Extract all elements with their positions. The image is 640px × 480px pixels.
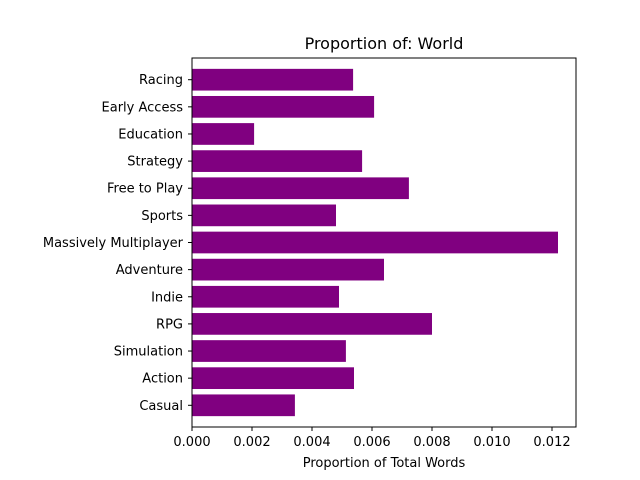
bar-massively-multiplayer [192,231,558,254]
bar-adventure [192,258,384,281]
y-tick-label-early-access: Early Access [102,100,184,115]
y-tick-label-adventure: Adventure [116,263,183,278]
bars-group [192,68,558,417]
bar-indie [192,285,339,308]
bar-sports [192,204,336,227]
bar-strategy [192,150,363,172]
x-tick-label: 0.002 [233,435,270,450]
x-tick-label: 0.000 [173,435,210,450]
bar-casual [192,394,295,417]
y-tick-label-strategy: Strategy [127,155,183,170]
x-axis-ticks: 0.000 0.002 0.004 0.006 0.008 0.010 0.012 [173,427,571,450]
y-tick-label-simulation: Simulation [114,345,183,360]
y-tick-label-casual: Casual [139,399,183,414]
plot-area-frame [191,57,577,428]
x-tick-label: 0.004 [293,435,330,450]
x-tick-label: 0.006 [353,435,390,450]
x-tick-label: 0.012 [533,435,570,450]
bar-simulation [192,340,346,362]
y-tick-label-sports: Sports [141,209,183,224]
y-axis-ticks: Casual Action Simulation RPG Indie Adventure M… [43,73,192,414]
y-tick-label-rpg: RPG [156,317,183,332]
y-tick-label-massively-multiplayer: Massively Multiplayer [43,236,184,251]
bar-action [192,367,354,390]
chart-title: Proportion of: World [305,34,464,53]
bar-free-to-play [192,177,409,200]
x-tick-label: 0.008 [413,435,450,450]
bar-early-access [192,95,375,118]
y-tick-label-free-to-play: Free to Play [107,182,183,197]
bar-education [192,123,255,145]
bar-racing [192,68,354,91]
y-tick-label-racing: Racing [139,73,183,88]
x-tick-label: 0.010 [473,435,510,450]
y-tick-label-action: Action [142,372,183,387]
bar-rpg [192,313,432,335]
y-tick-label-education: Education [118,127,183,142]
y-tick-label-indie: Indie [151,290,183,305]
x-axis-label: Proportion of Total Words [303,456,466,471]
